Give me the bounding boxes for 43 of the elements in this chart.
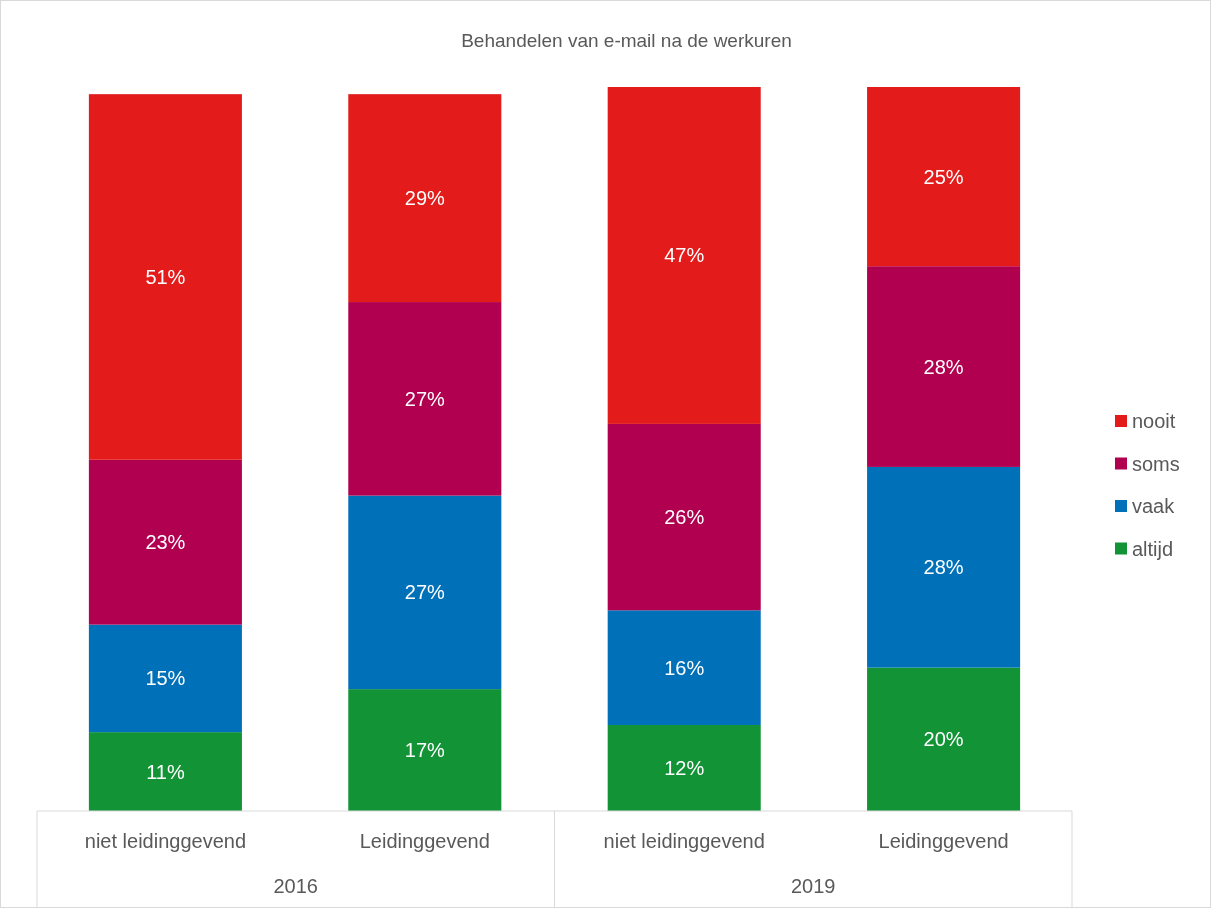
- data-label: 51%: [145, 265, 186, 288]
- text: 2019: [791, 875, 836, 897]
- bar: [348, 302, 502, 496]
- chart-title: Behandelen van e-mail na de werkuren: [461, 30, 792, 51]
- bar: [867, 87, 1021, 267]
- legend-label: altijd: [1132, 537, 1174, 560]
- data-label: 27%: [404, 581, 446, 604]
- legend-label: nooit: [1132, 410, 1176, 432]
- bar: [867, 667, 1021, 811]
- bar: [867, 266, 1021, 467]
- legend-label: vaak: [1132, 495, 1176, 517]
- bar: [867, 466, 1021, 668]
- data-label: 11%: [146, 760, 185, 783]
- data-label: 28%: [923, 355, 964, 378]
- bar: [348, 689, 502, 811]
- bar: [607, 87, 761, 424]
- bar: [607, 610, 761, 725]
- data-label: 27%: [404, 387, 446, 410]
- bar: [88, 624, 242, 733]
- x-tick-label: Leidinggevend: [359, 830, 490, 852]
- x-tick-label: Leidinggevend: [878, 830, 1009, 852]
- data-label: 28%: [923, 556, 964, 579]
- bar: [88, 94, 242, 460]
- legend-label: soms: [1132, 452, 1180, 475]
- bar: [88, 459, 242, 625]
- data-label: 12%: [664, 756, 705, 779]
- data-label: 26%: [664, 506, 705, 529]
- data-label: 16%: [664, 656, 705, 679]
- data-label: 25%: [923, 165, 964, 188]
- text: 2016: [273, 875, 318, 897]
- x-tick-label: niet leidinggevend: [84, 830, 247, 852]
- data-label: 17%: [404, 739, 446, 762]
- x-tick-label: niet leidinggevend: [603, 830, 765, 852]
- bar: [348, 94, 502, 303]
- bar: [607, 423, 761, 611]
- bar: [88, 732, 242, 811]
- bar: [607, 724, 761, 811]
- data-label: 47%: [664, 244, 705, 267]
- data-label: 23%: [145, 531, 186, 554]
- data-label: 29%: [404, 187, 446, 210]
- data-label: 20%: [923, 728, 964, 751]
- bar: [348, 495, 502, 690]
- data-label: 15%: [145, 667, 186, 690]
